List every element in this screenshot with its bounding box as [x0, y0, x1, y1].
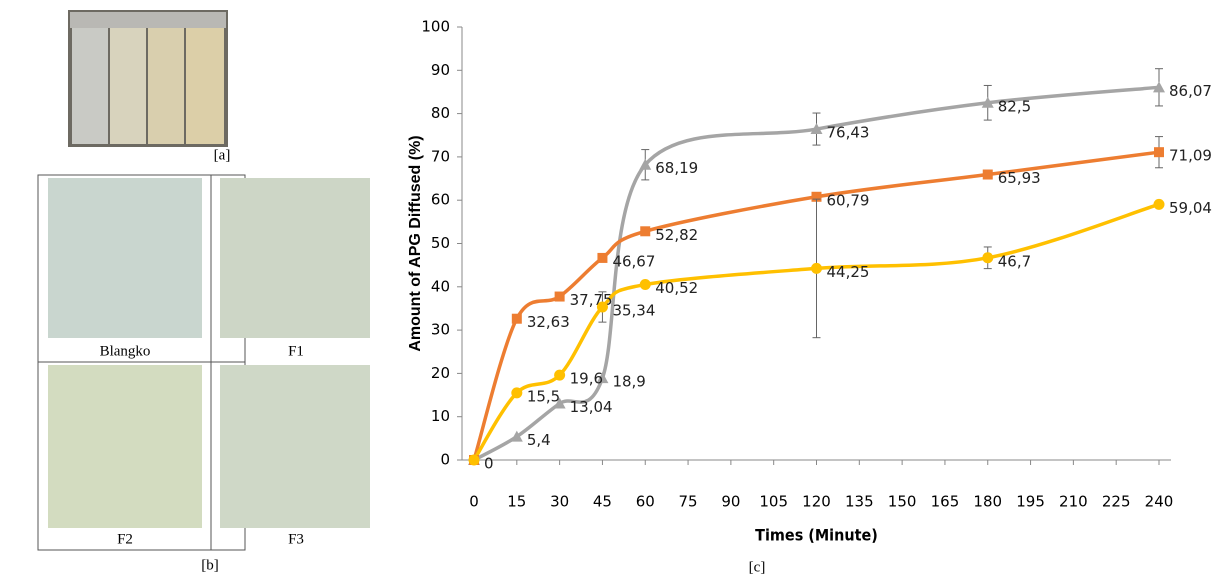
- data-label: 46,67: [612, 252, 655, 270]
- data-label: 19,6: [570, 370, 603, 388]
- y-tick-label: 60: [431, 191, 450, 209]
- page: [a] Blangko F1 F2 F3 [b] [c] 0 10 20 30 40 50…: [0, 0, 1228, 584]
- y-tick-label: 70: [431, 147, 450, 165]
- x-tick-label: 0: [469, 493, 479, 511]
- marker: [512, 314, 522, 324]
- x-tick-label: 225: [1102, 493, 1131, 511]
- data-label: 13,04: [570, 398, 613, 416]
- dish-label: F3: [288, 531, 304, 547]
- data-label: 15,5: [527, 387, 560, 405]
- data-label: 71,09: [1169, 147, 1212, 165]
- data-label: 60,79: [827, 191, 870, 209]
- y-tick-label: 20: [431, 364, 450, 382]
- figure: [a] Blangko F1 F2 F3 [b] [c] 0 10 20 30 40 50…: [0, 0, 1228, 579]
- dish-label: F2: [117, 531, 133, 547]
- marker: [469, 455, 480, 466]
- data-label: 59,04: [1169, 199, 1212, 217]
- y-tick-label: 40: [431, 277, 450, 295]
- y-tick-label: 0: [440, 451, 450, 469]
- dish-photo: [48, 178, 202, 338]
- y-tick-label: 90: [431, 61, 450, 79]
- marker: [1154, 199, 1165, 210]
- y-tick-label: 10: [431, 407, 450, 425]
- panel-label: [b]: [201, 557, 219, 573]
- x-tick-label: 30: [550, 493, 569, 511]
- marker: [811, 263, 822, 274]
- x-tick-label: 120: [802, 493, 831, 511]
- y-axis-title: Amount of APG Diffused (%): [407, 135, 424, 351]
- data-label: 86,07: [1169, 82, 1212, 100]
- marker: [640, 279, 651, 290]
- data-label: 82,5: [998, 97, 1031, 115]
- y-tick-label: 100: [421, 18, 450, 36]
- x-tick-label: 150: [888, 493, 917, 511]
- dish-photo: [48, 365, 202, 528]
- marker: [597, 301, 608, 312]
- x-tick-label: 75: [679, 493, 698, 511]
- jar: [186, 28, 224, 144]
- x-tick-label: 90: [721, 493, 740, 511]
- marker: [982, 252, 993, 263]
- data-label: 40,52: [655, 279, 698, 297]
- data-label: 44,25: [827, 263, 870, 281]
- x-tick-label: 105: [759, 493, 788, 511]
- data-label: 68,19: [655, 159, 698, 177]
- data-label: 35,34: [612, 301, 655, 319]
- y-tick-label: 80: [431, 104, 450, 122]
- x-tick-label: 60: [636, 493, 655, 511]
- dish-photo: [220, 365, 370, 528]
- dish-label: Blangko: [100, 343, 151, 359]
- marker: [983, 170, 993, 180]
- y-tick-label: 30: [431, 321, 450, 339]
- x-tick-label: 135: [845, 493, 874, 511]
- dish-photo: [220, 178, 370, 338]
- jar: [148, 28, 184, 144]
- x-tick-label: 240: [1145, 493, 1174, 511]
- marker: [640, 226, 650, 236]
- data-label: 52,82: [655, 226, 698, 244]
- y-tick-label: 50: [431, 234, 450, 252]
- x-tick-label: 180: [973, 493, 1002, 511]
- marker: [511, 387, 522, 398]
- x-tick-label: 195: [1016, 493, 1045, 511]
- data-label: 5,4: [527, 431, 551, 449]
- foil: [70, 12, 226, 28]
- data-label: 65,93: [998, 169, 1041, 187]
- jar: [110, 28, 146, 144]
- x-tick-label: 165: [931, 493, 960, 511]
- panel-label: [a]: [214, 147, 231, 163]
- panel-label: [c]: [749, 559, 766, 575]
- data-label: 32,63: [527, 313, 570, 331]
- data-label: 76,43: [827, 124, 870, 142]
- x-axis-title: Times (Minute): [755, 526, 878, 545]
- x-tick-label: 15: [507, 493, 526, 511]
- marker: [554, 370, 565, 381]
- data-label: 18,9: [612, 373, 645, 391]
- x-tick-label: 210: [1059, 493, 1088, 511]
- marker: [597, 253, 607, 263]
- data-label: 0: [484, 455, 494, 473]
- x-tick-label: 45: [593, 493, 612, 511]
- marker: [1154, 147, 1164, 157]
- data-label: 46,7: [998, 252, 1031, 270]
- marker: [555, 292, 565, 302]
- jar: [72, 28, 108, 144]
- dish-label: F1: [288, 343, 304, 359]
